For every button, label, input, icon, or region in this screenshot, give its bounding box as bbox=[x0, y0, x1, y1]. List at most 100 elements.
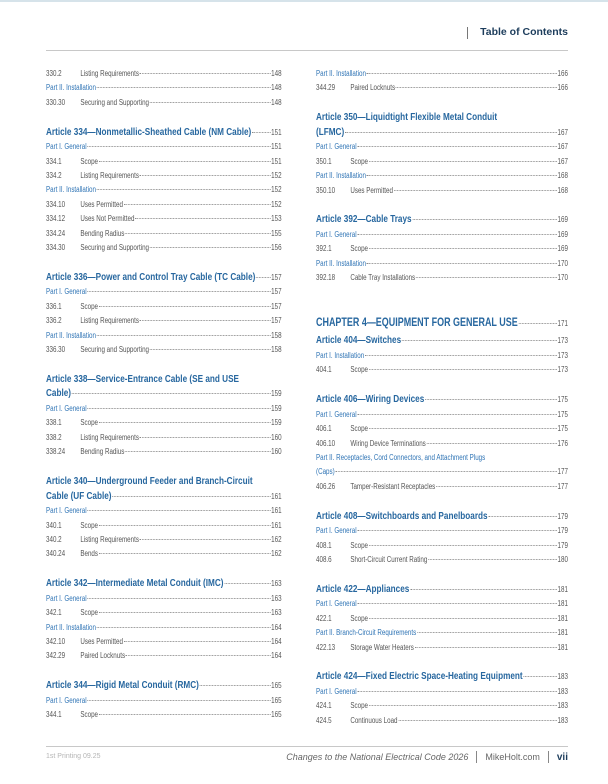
part-entry[interactable]: Part I. General 175 bbox=[316, 408, 568, 422]
article-entry[interactable]: Article 336—Power and Control Tray Cable… bbox=[46, 270, 282, 286]
dot-leader bbox=[410, 588, 557, 590]
toc-entry[interactable]: 404.1 Scope 173 bbox=[316, 363, 568, 377]
entry-title: Part I. General bbox=[46, 506, 87, 516]
dot-leader bbox=[357, 603, 557, 605]
part-entry[interactable]: Part I. General 181 bbox=[316, 597, 568, 611]
toc-entry[interactable]: 424.5 Continuous Load 183 bbox=[316, 714, 568, 728]
dot-leader bbox=[393, 189, 557, 191]
toc-entry[interactable]: 344.29 Paired Locknuts 166 bbox=[316, 81, 568, 95]
toc-entry[interactable]: 406.26 Tamper-Resistant Receptacles 177 bbox=[316, 480, 568, 494]
part-entry[interactable]: Part II. Installation 164 bbox=[46, 621, 282, 635]
toc-entry[interactable]: 392.1 Scope 169 bbox=[316, 242, 568, 256]
part-entry[interactable]: Part I. General 167 bbox=[316, 140, 568, 154]
toc-entry[interactable]: 406.10 Wiring Device Terminations 176 bbox=[316, 437, 568, 451]
dot-leader bbox=[139, 175, 271, 177]
article-entry[interactable]: Article 342—Intermediate Metal Conduit (… bbox=[46, 576, 282, 592]
toc-entry[interactable]: 338.1 Scope 159 bbox=[46, 416, 282, 430]
toc-entry[interactable]: 330.2 Listing Requirements 148 bbox=[46, 67, 282, 81]
toc-entry[interactable]: 344.1 Scope 165 bbox=[46, 708, 282, 722]
article-entry-line[interactable]: Article 338—Service-Entrance Cable (SE a… bbox=[46, 372, 240, 385]
part-entry[interactable]: Part II. Branch-Circuit Requirements 181 bbox=[316, 626, 568, 640]
page-number: vii bbox=[556, 751, 568, 763]
article-entry[interactable]: Article 344—Rigid Metal Conduit (RMC) 165 bbox=[46, 678, 282, 694]
part-entry[interactable]: Part II. Installation 170 bbox=[316, 257, 568, 271]
section-number: 392.18 bbox=[316, 273, 336, 283]
toc-entry[interactable]: 342.1 Scope 163 bbox=[46, 606, 282, 620]
toc-entry[interactable]: 336.30 Securing and Supporting 158 bbox=[46, 343, 282, 357]
dot-leader bbox=[87, 699, 271, 701]
part-entry[interactable]: Part II. Installation 152 bbox=[46, 183, 282, 197]
page-number: 164 bbox=[271, 651, 282, 661]
toc-entry[interactable]: 424.1 Scope 183 bbox=[316, 699, 568, 713]
article-entry[interactable]: Article 334—Nonmetallic-Sheathed Cable (… bbox=[46, 125, 282, 141]
spacer bbox=[316, 567, 568, 581]
toc-entry[interactable]: 334.1 Scope 151 bbox=[46, 155, 282, 169]
article-entry[interactable]: Article 404—Switches 173 bbox=[316, 333, 568, 349]
website: MikeHolt.com bbox=[485, 752, 540, 762]
part-entry[interactable]: Part I. General 179 bbox=[316, 524, 568, 538]
part-entry[interactable]: Part II. Installation 158 bbox=[46, 329, 282, 343]
section-number: 342.10 bbox=[46, 637, 66, 647]
article-entry[interactable]: (LFMC) 167 bbox=[316, 125, 568, 141]
dot-leader bbox=[518, 323, 557, 325]
toc-entry[interactable]: 422.1 Scope 181 bbox=[316, 612, 568, 626]
part-entry[interactable]: Part I. General 157 bbox=[46, 285, 282, 299]
part-entry[interactable]: Part I. General 151 bbox=[46, 140, 282, 154]
toc-entry[interactable]: 336.2 Listing Requirements 157 bbox=[46, 314, 282, 328]
part-entry[interactable]: Part II. Installation 168 bbox=[316, 169, 568, 183]
article-entry[interactable]: Article 422—Appliances 181 bbox=[316, 582, 568, 598]
toc-entry[interactable]: 340.2 Listing Requirements 162 bbox=[46, 533, 282, 547]
part-entry[interactable]: Part I. General 161 bbox=[46, 504, 282, 518]
article-entry-line[interactable]: Article 350—Liquidtight Flexible Metal C… bbox=[316, 111, 498, 124]
toc-entry[interactable]: 406.1 Scope 175 bbox=[316, 422, 568, 436]
article-entry[interactable]: Article 424—Fixed Electric Space-Heating… bbox=[316, 669, 568, 685]
article-entry[interactable]: Cable) 159 bbox=[46, 386, 282, 402]
entry-title: Uses Not Permitted bbox=[80, 214, 135, 224]
toc-entry[interactable]: 340.1 Scope 161 bbox=[46, 519, 282, 533]
spacer bbox=[316, 378, 568, 392]
part-entry[interactable]: Part I. General 163 bbox=[46, 592, 282, 606]
toc-entry[interactable]: 342.29 Paired Locknuts 164 bbox=[46, 649, 282, 663]
toc-entry[interactable]: 350.1 Scope 167 bbox=[316, 155, 568, 169]
part-entry[interactable]: Part II. Installation 166 bbox=[316, 67, 568, 81]
toc-entry[interactable]: 340.24 Bends 162 bbox=[46, 547, 282, 561]
dot-leader bbox=[366, 262, 557, 264]
toc-entry[interactable]: 408.1 Scope 179 bbox=[316, 539, 568, 553]
toc-entry[interactable]: 330.30 Securing and Supporting 148 bbox=[46, 96, 282, 110]
section-number: 340.24 bbox=[46, 549, 66, 559]
toc-entry[interactable]: 334.30 Securing and Supporting 156 bbox=[46, 241, 282, 255]
toc-entry[interactable]: 338.24 Bending Radius 160 bbox=[46, 445, 282, 459]
section-number: 340.2 bbox=[46, 535, 62, 545]
entry-title: Scope bbox=[80, 710, 99, 720]
toc-entry[interactable]: 338.2 Listing Requirements 160 bbox=[46, 431, 282, 445]
section-number: 334.24 bbox=[46, 228, 66, 238]
toc-entry[interactable]: 334.12 Uses Not Permitted 153 bbox=[46, 212, 282, 226]
toc-entry[interactable]: 334.2 Listing Requirements 152 bbox=[46, 169, 282, 183]
toc-entry[interactable]: 408.6 Short-Circuit Current Rating 180 bbox=[316, 553, 568, 567]
chapter-entry[interactable]: CHAPTER 4—EQUIPMENT FOR GENERAL USE 171 bbox=[316, 314, 568, 333]
part-entry[interactable]: (Caps) 177 bbox=[316, 465, 568, 479]
part-entry[interactable]: Part II. Installation 148 bbox=[46, 81, 282, 95]
toc-entry[interactable]: 350.10 Uses Permitted 168 bbox=[316, 184, 568, 198]
dot-leader bbox=[139, 73, 271, 74]
part-entry[interactable]: Part I. General 183 bbox=[316, 685, 568, 699]
toc-entry[interactable]: 336.1 Scope 157 bbox=[46, 300, 282, 314]
article-entry[interactable]: Article 406—Wiring Devices 175 bbox=[316, 392, 568, 408]
article-entry[interactable]: Article 408—Switchboards and Panelboards… bbox=[316, 509, 568, 525]
part-entry[interactable]: Part I. General 159 bbox=[46, 402, 282, 416]
part-entry-line[interactable]: Part II. Receptacles, Cord Connectors, a… bbox=[316, 453, 486, 463]
toc-entry[interactable]: 342.10 Uses Permitted 164 bbox=[46, 635, 282, 649]
toc-entry[interactable]: 422.13 Storage Water Heaters 181 bbox=[316, 641, 568, 655]
toc-entry[interactable]: 334.24 Bending Radius 155 bbox=[46, 227, 282, 241]
toc-entry[interactable]: 392.18 Cable Tray Installations 170 bbox=[316, 271, 568, 285]
article-entry[interactable]: Article 392—Cable Trays 169 bbox=[316, 212, 568, 228]
toc-entry[interactable]: 334.10 Uses Permitted 152 bbox=[46, 198, 282, 212]
part-entry[interactable]: Part I. General 169 bbox=[316, 228, 568, 242]
article-entry[interactable]: Cable (UF Cable) 161 bbox=[46, 489, 282, 505]
page-number: 151 bbox=[271, 156, 282, 166]
part-entry[interactable]: Part I. Installation 173 bbox=[316, 349, 568, 363]
article-entry-line[interactable]: Article 340—Underground Feeder and Branc… bbox=[46, 475, 253, 488]
page-footer: 1st Printing 09.25 Changes to the Nation… bbox=[46, 746, 568, 763]
part-entry[interactable]: Part I. General 165 bbox=[46, 694, 282, 708]
page-number: 181 bbox=[557, 642, 568, 652]
